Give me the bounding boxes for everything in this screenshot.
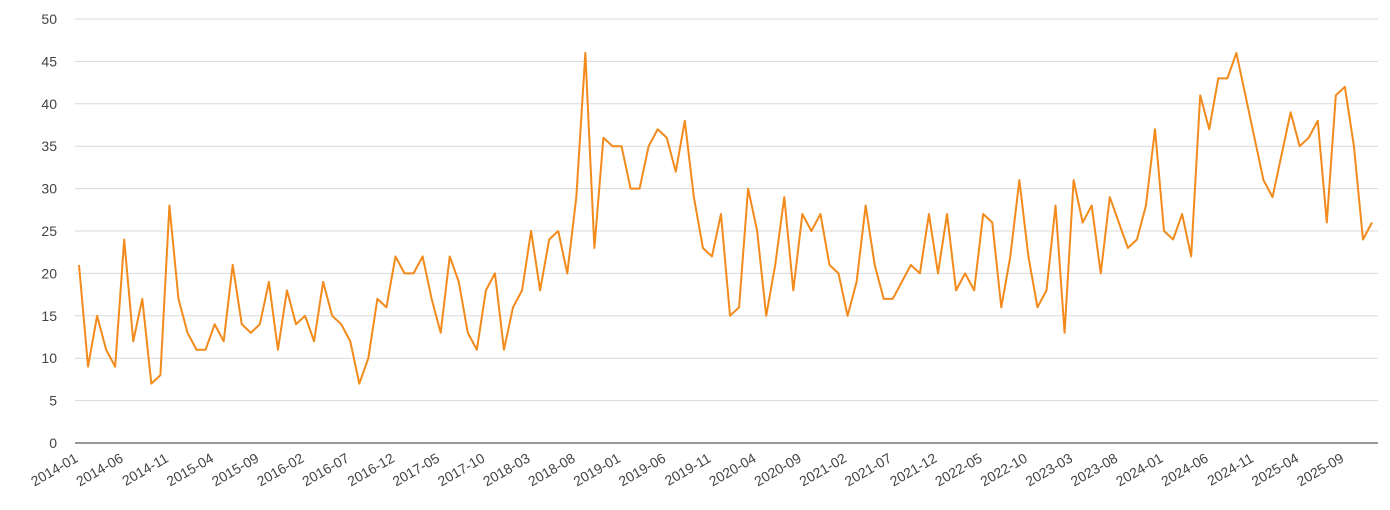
x-tick-label: 2022-05: [932, 450, 985, 490]
x-tick-label: 2021-12: [887, 450, 940, 490]
x-tick-label: 2017-05: [390, 450, 443, 490]
x-tick-label: 2021-02: [797, 450, 850, 490]
x-tick-label: 2014-11: [119, 450, 171, 489]
y-tick-label: 50: [41, 11, 57, 27]
x-tick-label: 2014-06: [73, 450, 126, 490]
x-tick-label: 2019-11: [662, 450, 714, 489]
data-line: [78, 51, 1373, 385]
x-tick-label: 2014-01: [28, 450, 81, 490]
x-tick-label: 2015-09: [209, 450, 262, 490]
y-tick-label: 15: [41, 308, 57, 324]
x-tick-label: 2024-06: [1158, 450, 1211, 490]
x-tick-label: 2020-09: [751, 450, 804, 490]
x-tick-label: 2023-08: [1068, 450, 1121, 490]
x-tick-label: 2025-04: [1249, 450, 1302, 490]
y-tick-label: 25: [41, 223, 57, 239]
x-tick-label: 2024-11: [1204, 450, 1256, 489]
x-tick-label: 2016-07: [299, 450, 352, 490]
x-tick-label: 2019-01: [571, 450, 624, 490]
x-tick-label: 2020-04: [706, 450, 759, 490]
x-tick-label: 2021-07: [842, 450, 895, 490]
x-tick-label: 2023-03: [1023, 450, 1076, 490]
x-tick-label: 2018-08: [525, 450, 578, 490]
x-tick-label: 2016-02: [254, 450, 307, 490]
x-tick-label: 2015-04: [164, 450, 217, 490]
y-tick-label: 5: [49, 393, 57, 409]
y-tick-label: 0: [49, 435, 57, 451]
y-tick-label: 10: [41, 350, 57, 366]
y-tick-label: 20: [41, 265, 57, 281]
x-tick-label: 2018-03: [480, 450, 533, 490]
x-tick-label: 2019-06: [616, 450, 669, 490]
x-tick-label: 2025-09: [1294, 450, 1347, 490]
y-tick-label: 30: [41, 181, 57, 197]
x-tick-label: 2016-12: [344, 450, 397, 490]
y-tick-label: 45: [41, 53, 57, 69]
x-tick-label: 2017-10: [435, 450, 488, 490]
y-tick-label: 35: [41, 138, 57, 154]
y-tick-label: 40: [41, 96, 57, 112]
x-tick-label: 2024-01: [1113, 450, 1166, 490]
x-tick-label: 2022-10: [977, 450, 1030, 490]
